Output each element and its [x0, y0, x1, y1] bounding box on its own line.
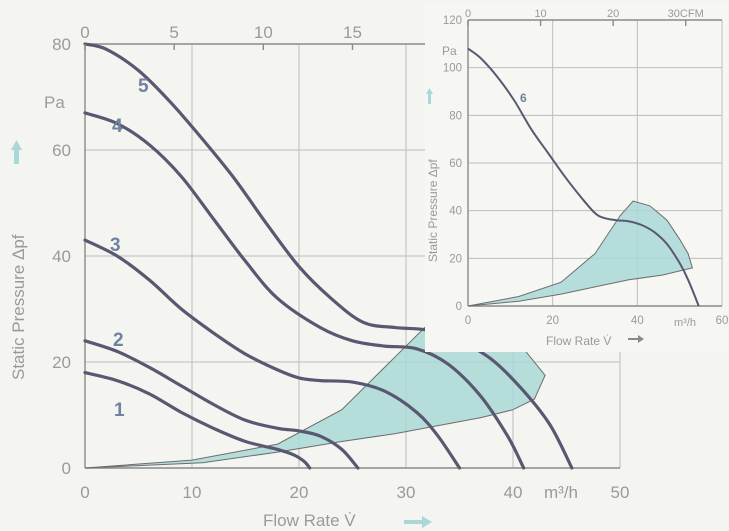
main-x-arrow-icon — [404, 516, 432, 528]
inset-curves — [467, 47, 700, 307]
inset-y-tick-0: 0 — [456, 301, 462, 313]
main-series-1-line — [83, 371, 312, 470]
main-top-tick-3: 15 — [343, 23, 362, 42]
inset-x-tick-2: 40 — [631, 315, 644, 327]
inset-y-tick-3: 60 — [449, 158, 462, 170]
main-series-label-5: 5 — [138, 76, 149, 97]
inset-series-labels: 6 — [520, 91, 527, 105]
inset-y-tick-2: 40 — [449, 206, 462, 218]
inset-x-tick-3: 60 — [716, 315, 729, 327]
inset-background — [425, 2, 727, 352]
main-x-axis-title: Flow Rate V̇ — [263, 511, 356, 530]
main-series-label-2: 2 — [113, 330, 124, 351]
main-y-tick-2: 40 — [52, 247, 71, 266]
inset-y-tick-6: 120 — [443, 15, 462, 27]
main-y-tick-1: 20 — [52, 353, 71, 372]
inset-x-unit: m³/h — [674, 317, 696, 329]
main-top-tick-2: 10 — [254, 23, 273, 42]
main-y-tick-3: 60 — [52, 141, 71, 160]
main-top-tick-0: 0 — [80, 23, 89, 42]
inset-series-6-line — [467, 47, 700, 307]
inset-top-tick-3: 30CFM — [668, 8, 704, 20]
inset-y-tick-1: 20 — [449, 253, 462, 265]
main-series-labels: 1 2 3 45 — [110, 76, 149, 421]
inset-y-arrow-icon — [426, 88, 433, 104]
main-series-5-line — [83, 42, 574, 470]
inset-y-tick-4: 80 — [449, 110, 462, 122]
main-x-tick-0: 0 — [80, 483, 89, 502]
main-series-4-line — [83, 111, 526, 470]
main-x-tick-3: 30 — [397, 483, 416, 502]
inset-series-label-6: 6 — [520, 91, 527, 105]
main-y-arrow-icon — [11, 140, 22, 164]
main-series-label-4: 4 — [112, 116, 123, 137]
main-top-tick-1: 5 — [169, 23, 178, 42]
main-x-unit: m³/h — [544, 483, 578, 502]
main-series-3-line — [83, 238, 462, 470]
inset-y-unit: Pa — [442, 44, 457, 58]
main-x-tick-5: 50 — [611, 483, 630, 502]
main-series-label-1: 1 — [114, 400, 125, 421]
inset-x-tick-1: 20 — [546, 315, 559, 327]
main-series-2-line — [83, 339, 360, 470]
inset-x-tick-0: 0 — [465, 315, 471, 327]
main-y-tick-0: 0 — [62, 459, 71, 478]
inset-x-axis-title: Flow Rate V̇ — [546, 334, 611, 348]
inset-y-axis-title: Static Pressure Δpf — [426, 159, 440, 262]
inset-top-tick-2: 20 — [607, 8, 619, 20]
main-x-tick-2: 20 — [290, 483, 309, 502]
inset-operating-region — [467, 200, 694, 307]
main-x-tick-4: 40 — [504, 483, 523, 502]
main-y-axis-title: Static Pressure Δpf — [9, 234, 28, 380]
main-y-unit: Pa — [44, 93, 65, 112]
inset-y-tick-5: 100 — [443, 63, 462, 75]
main-curves — [83, 42, 574, 470]
main-y-tick-4: 80 — [52, 35, 71, 54]
main-x-tick-1: 10 — [183, 483, 202, 502]
inset-top-tick-1: 10 — [534, 8, 546, 20]
inset-x-arrow-icon — [628, 335, 644, 343]
inset-top-tick-0: 0 — [465, 8, 471, 20]
main-series-label-3: 3 — [110, 235, 121, 256]
